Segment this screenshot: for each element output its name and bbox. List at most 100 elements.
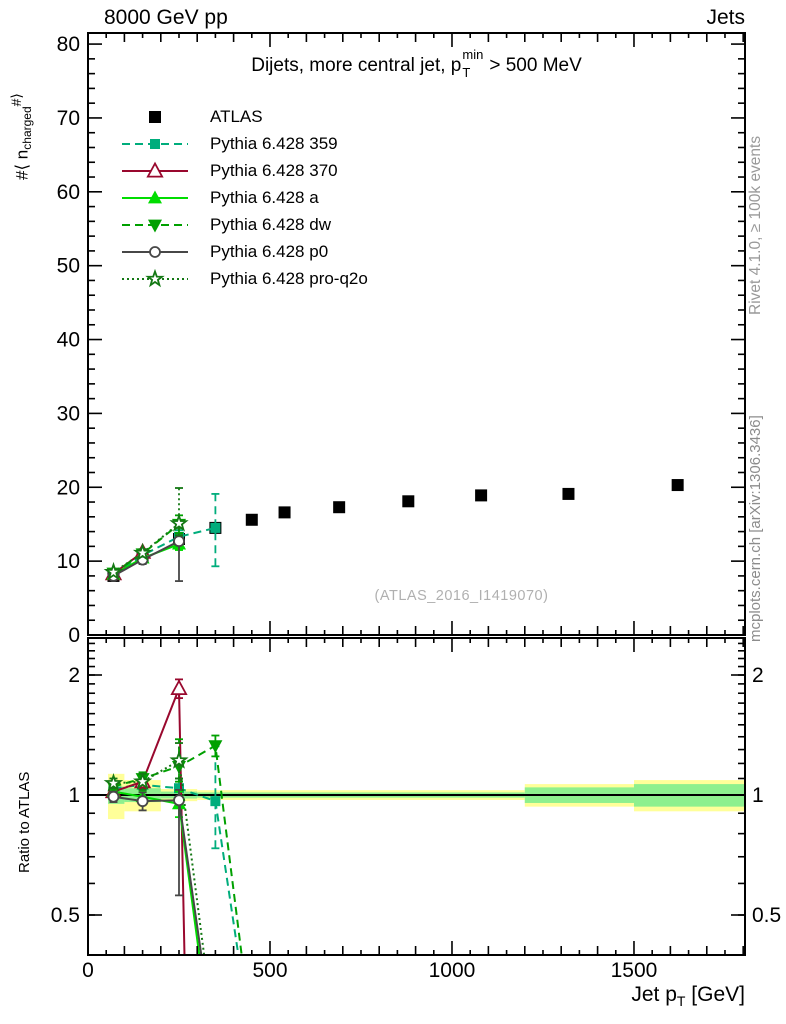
circle-marker <box>107 790 120 803</box>
x-tick-label: 0 <box>82 959 94 982</box>
axis-tick-labels: 0 10 20 30 40 50 60 70 80 0 500 1000 1500 0.5 0.5 1 1 2 2 <box>51 33 781 982</box>
ratio-y-tick-label-right: 0.5 <box>752 904 781 927</box>
x-tick-label: 500 <box>252 959 287 982</box>
star-marker <box>103 561 124 581</box>
triangle-up-marker <box>147 189 163 203</box>
legend-label: Pythia 6.428 359 <box>210 133 338 153</box>
analysis-id-watermark: (ATLAS_2016_I1419070) <box>374 588 549 604</box>
plot-title: Dijets, more central jet, p min T > 500 MeV <box>88 47 745 80</box>
legend-label: Pythia 6.428 a <box>210 187 319 207</box>
main-y-tick-label: 0 <box>68 624 80 647</box>
legend-marker-sample <box>122 268 188 287</box>
main-y-tick-label: 80 <box>57 33 80 56</box>
legend-marker-sample <box>122 161 188 178</box>
axis-ticks <box>87 33 745 955</box>
star-marker <box>169 750 189 769</box>
header-analysis-group: Jets <box>706 6 745 29</box>
series-pythia-6-428-pro-q2o-main <box>103 487 189 581</box>
square-marker <box>245 513 258 526</box>
square-marker <box>562 487 575 500</box>
star-marker <box>169 513 189 532</box>
x-axis-label: Jet pT [GeV] <box>631 983 745 1009</box>
pt-min-sub: T <box>462 65 471 80</box>
star-marker <box>103 773 124 792</box>
x-axis-label-suffix: [GeV] <box>685 983 745 1006</box>
rivet-version-note: Rivet 4.1.0, ≥ 100k events <box>747 135 764 315</box>
square-marker <box>210 796 221 807</box>
pt-min-sup: min <box>462 47 484 62</box>
star-marker <box>132 771 153 790</box>
legend-item-pythia-6-428-359: Pythia 6.428 359 <box>120 130 368 157</box>
main-y-tick-label: 60 <box>57 181 80 204</box>
panel-frames <box>87 32 746 956</box>
legend-item-pythia-6-428-370: Pythia 6.428 370 <box>120 157 368 184</box>
ratio-y-tick-label-left: 0.5 <box>51 904 80 927</box>
y-axis-label-prefix: #⟨ n <box>12 149 32 180</box>
legend-label: Pythia 6.428 p0 <box>210 241 329 261</box>
main-y-tick-label: 30 <box>57 402 80 425</box>
legend-item-atlas: ATLAS <box>120 103 368 130</box>
square-marker <box>475 489 488 502</box>
legend-label: Pythia 6.428 pro-q2o <box>210 268 368 288</box>
y-axis-label-sub: charged <box>20 106 35 150</box>
main-y-tick-label: 50 <box>57 255 80 278</box>
x-tick-label: 1500 <box>611 959 658 982</box>
series-atlas-main <box>107 479 684 582</box>
circle-marker <box>149 245 161 258</box>
main-y-tick-label: 70 <box>57 107 80 130</box>
legend-marker-sample <box>149 110 161 123</box>
main-panel-frame <box>87 32 746 636</box>
pt-min-stack: min T <box>461 47 489 80</box>
legend-item-pythia-6-428-dw: Pythia 6.428 dw <box>120 211 368 238</box>
main-y-tick-label: 20 <box>57 476 80 499</box>
legend-label: ATLAS <box>210 106 263 126</box>
ratio-y-tick-label-left: 2 <box>68 664 80 687</box>
legend-label: Pythia 6.428 370 <box>210 160 338 180</box>
x-tick-label: 1000 <box>429 959 476 982</box>
plot-title-text: Dijets, more central jet, p <box>251 55 462 76</box>
ratio-panel-frame <box>87 637 746 956</box>
circle-marker <box>173 794 185 807</box>
y-axis-label: #⟨ ncharged#⟩ <box>8 30 34 180</box>
legend-marker-sample <box>122 245 188 258</box>
series-pythia-6-428-pro-q2o-ratio <box>103 742 206 955</box>
square-marker <box>402 495 415 508</box>
square-marker <box>149 110 161 123</box>
legend-marker-sample <box>122 189 188 203</box>
square-marker <box>278 506 291 519</box>
legend-marker-sample <box>122 138 188 149</box>
square-marker <box>333 501 346 514</box>
circle-marker <box>136 795 149 808</box>
series-pythia-6-428-p0-ratio <box>107 788 203 955</box>
ratio-y-tick-label-left: 1 <box>68 784 80 807</box>
x-axis-label-sub: T <box>676 993 686 1010</box>
ratio-y-tick-label-right: 2 <box>752 664 764 687</box>
legend-marker-sample <box>122 219 188 233</box>
legend-item-pythia-6-428-pro-q2o: Pythia 6.428 pro-q2o <box>120 265 368 292</box>
legend-label: Pythia 6.428 dw <box>210 214 331 234</box>
y-axis-label-suffix: #⟩ <box>8 93 24 107</box>
main-y-tick-label: 40 <box>57 329 80 352</box>
triangle-down-marker <box>208 740 223 754</box>
square-marker <box>210 522 221 533</box>
legend: ATLAS Pythia 6.428 359 Pythia 6.428 370 Pyt… <box>120 103 368 292</box>
triangle-down-marker <box>147 219 163 233</box>
circle-marker <box>173 535 185 548</box>
plot-title-suffix: > 500 MeV <box>489 55 582 76</box>
legend-item-pythia-6-428-p0: Pythia 6.428 p0 <box>120 238 368 265</box>
legend-item-pythia-6-428-a: Pythia 6.428 a <box>120 184 368 211</box>
ratio-axis-label: Ratio to ATLAS <box>16 771 33 873</box>
star-marker <box>145 268 165 287</box>
square-marker <box>150 138 160 149</box>
star-marker <box>132 542 153 562</box>
main-y-tick-label: 10 <box>57 550 80 573</box>
ratio-y-tick-label-right: 1 <box>752 784 764 807</box>
ratio-uncertainty-bands <box>88 773 745 820</box>
triangle-up-marker <box>170 679 188 696</box>
triangle-up-marker <box>146 161 164 178</box>
x-axis-label-prefix: Jet p <box>631 983 677 1006</box>
header-beam-energy: 8000 GeV pp <box>104 6 228 29</box>
series-pythia-6-428-370-ratio <box>104 678 188 955</box>
